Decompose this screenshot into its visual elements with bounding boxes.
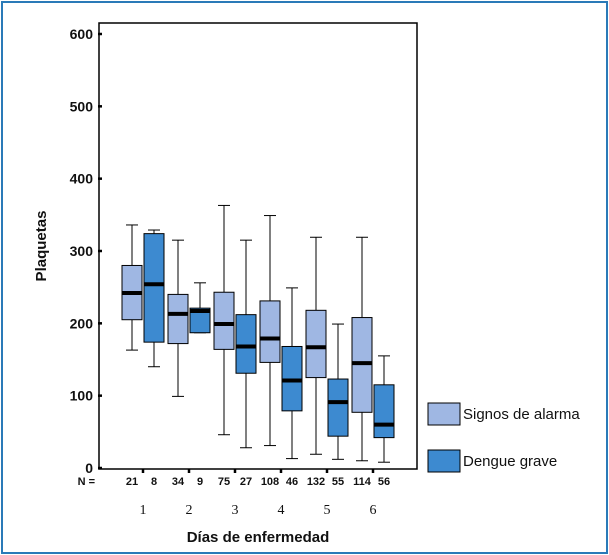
- box-series: [121, 204, 395, 463]
- y-tick-label: 400: [70, 171, 94, 187]
- y-axis-ticks: 0 100 200 300 400 500 600: [70, 26, 102, 476]
- n-count-label: 55: [332, 476, 344, 488]
- n-count-label: 8: [151, 476, 157, 488]
- n-count-label: 34: [172, 476, 185, 488]
- n-count-label: 75: [218, 476, 230, 488]
- y-axis-title: Plaquetas: [33, 211, 50, 282]
- box-iqr: [259, 300, 281, 363]
- x-axis-title: Días de enfermedad: [187, 529, 330, 546]
- y-tick-label: 300: [70, 243, 94, 259]
- y-tick-label: 500: [70, 98, 94, 114]
- x-category-label: 6: [370, 503, 377, 518]
- box-iqr: [143, 233, 165, 343]
- box-iqr: [305, 309, 327, 379]
- n-count-label: 108: [261, 476, 279, 488]
- x-category-label: 2: [186, 503, 193, 518]
- box-signos-alarma-day-4: [259, 215, 281, 447]
- n-count-label: 9: [197, 476, 203, 488]
- n-count-label: 114: [353, 476, 372, 488]
- box-dengue-grave-day-6: [373, 355, 395, 463]
- box-dengue-grave-day-1: [143, 229, 165, 368]
- y-tick-label: 600: [70, 26, 94, 42]
- x-category-label: 4: [278, 503, 285, 518]
- x-category-label: 1: [140, 503, 147, 518]
- legend-label: Dengue grave: [463, 453, 557, 470]
- box-dengue-grave-day-2: [189, 282, 211, 334]
- box-iqr: [373, 384, 395, 439]
- legend-swatch: [427, 402, 461, 426]
- box-iqr: [327, 378, 349, 437]
- legend: Signos de alarma Dengue grave: [427, 402, 580, 473]
- n-prefix-label: N =: [78, 476, 95, 488]
- x-category-label: 5: [324, 503, 331, 518]
- box-signos-alarma-day-6: [351, 236, 373, 462]
- box-iqr: [213, 291, 235, 350]
- n-count-label: 27: [240, 476, 252, 488]
- box-signos-alarma-day-2: [167, 239, 189, 397]
- x-axis-ticks: [141, 469, 375, 473]
- box-signos-alarma-day-1: [121, 224, 143, 351]
- box-dengue-grave-day-4: [281, 287, 303, 460]
- n-labels: 21 8 34 9 75 27 108 46 132 55 114 56: [126, 476, 390, 488]
- n-count-label: 132: [307, 476, 325, 488]
- box-iqr: [189, 307, 211, 334]
- box-iqr: [235, 314, 257, 374]
- y-tick-label: 0: [85, 460, 93, 476]
- box-signos-alarma-day-5: [305, 236, 327, 455]
- box-dengue-grave-day-3: [235, 239, 257, 449]
- legend-label: Signos de alarma: [463, 406, 580, 423]
- x-category-label: 3: [232, 503, 239, 518]
- x-category-labels: 1 2 3 4 5 6: [140, 503, 377, 518]
- box-iqr: [167, 293, 189, 345]
- y-tick-label: 100: [70, 388, 94, 404]
- box-dengue-grave-day-5: [327, 323, 349, 460]
- legend-swatch: [427, 449, 461, 473]
- n-count-label: 21: [126, 476, 138, 488]
- n-count-label: 56: [378, 476, 390, 488]
- n-count-label: 46: [286, 476, 298, 488]
- box-signos-alarma-day-3: [213, 204, 235, 436]
- y-tick-label: 200: [70, 315, 94, 331]
